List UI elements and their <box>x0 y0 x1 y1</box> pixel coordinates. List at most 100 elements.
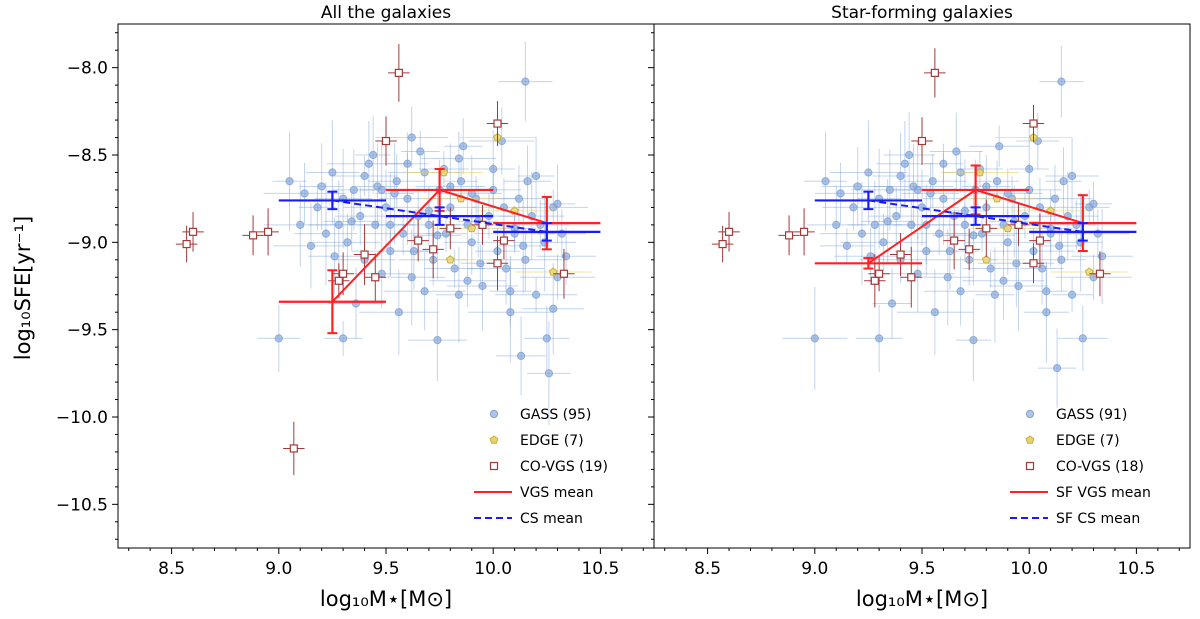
covgs-point <box>1029 259 1038 268</box>
gass-point <box>960 206 969 215</box>
x-tick-label: 9.5 <box>372 559 399 579</box>
gass-point <box>450 264 459 273</box>
gass-point <box>836 189 845 198</box>
gass-point <box>456 177 466 186</box>
gass-point <box>463 276 472 285</box>
gass-point <box>900 159 909 168</box>
gass-point <box>1052 363 1062 373</box>
legend-covgs-marker <box>489 461 499 471</box>
x-tick-label: 9.0 <box>265 559 292 579</box>
covgs-point <box>907 273 916 282</box>
panel-right-title: Star-forming galaxies <box>831 3 1013 23</box>
gass-point <box>883 217 892 226</box>
gass-point <box>347 217 356 226</box>
legend-edge-marker <box>489 435 499 444</box>
gass-point <box>506 287 515 296</box>
gass-point <box>407 133 416 142</box>
gass-point <box>516 351 526 360</box>
gass-point <box>1059 177 1068 186</box>
covgs-point <box>381 136 391 146</box>
gass-point <box>306 241 316 250</box>
gass-point <box>1014 281 1023 291</box>
gass-point <box>371 220 380 229</box>
gass-point <box>917 203 927 212</box>
gass-point <box>939 194 948 203</box>
gass-point <box>875 334 884 343</box>
covgs-point <box>493 119 502 128</box>
covgs-point <box>182 239 191 249</box>
gass-point <box>489 164 498 174</box>
gass-point <box>521 255 530 264</box>
gass-point <box>870 220 879 229</box>
y-tick-label: −9.0 <box>67 233 108 253</box>
legend-gass-marker <box>489 409 499 419</box>
x-axis-label-right: log₁₀M⋆[M⊙] <box>856 587 988 611</box>
gass-point <box>424 220 433 229</box>
gass-point <box>969 336 978 345</box>
gass-point <box>1089 199 1098 209</box>
gass-point <box>1025 164 1034 174</box>
x-tick-label: 10.0 <box>1010 559 1048 579</box>
x-axis-label-left: log₁₀M⋆[M⊙] <box>320 587 452 611</box>
gass-point <box>943 273 952 282</box>
y-tick-label: −10.0 <box>56 408 108 428</box>
x-tick-label: 8.5 <box>158 559 185 579</box>
gass-point <box>349 185 358 195</box>
gass-point <box>907 220 916 229</box>
gass-point <box>549 304 558 313</box>
covgs-point <box>965 245 974 254</box>
gass-point <box>857 229 867 238</box>
legend-label: SF CS mean <box>1056 511 1140 527</box>
gass-point <box>403 194 412 203</box>
gass-point <box>317 182 326 191</box>
legend-label: CO-VGS (19) <box>520 459 608 475</box>
panel-right-plot: 8.5 9.0 9.5 10.0 10.5 GASS (91) EDGE (7) CO-VGS… <box>648 32 1180 579</box>
edge-point <box>975 167 985 177</box>
cs-mean-line <box>868 199 1083 233</box>
covgs-point <box>414 236 423 245</box>
covgs-point <box>360 250 369 259</box>
gass-point <box>542 334 551 343</box>
legend-label: CO-VGS (18) <box>1056 459 1144 475</box>
panel-left-plot: 8.5 9.0 9.5 10.0 10.5 −8.0 −8.5 −9.0 −9.5 −10.0 −1… <box>56 32 644 579</box>
gass-point <box>506 308 515 317</box>
gass-point <box>956 287 965 296</box>
gass-point <box>885 185 894 195</box>
gass-point <box>842 241 852 250</box>
gass-point <box>343 238 352 247</box>
legend-label: SF VGS mean <box>1056 485 1151 501</box>
gass-point <box>905 150 914 160</box>
edge-point <box>1003 223 1013 233</box>
gass-point <box>986 264 995 273</box>
covgs-point <box>334 276 343 285</box>
gass-point <box>392 177 401 186</box>
y-tick-label: −8.5 <box>67 146 108 166</box>
legend-label: EDGE (7) <box>520 433 584 449</box>
gass-point <box>531 290 541 299</box>
gass-point <box>1055 241 1064 250</box>
legend-label: CS mean <box>520 511 583 527</box>
gass-point <box>531 171 541 181</box>
gass-point <box>386 246 395 256</box>
gass-point <box>892 212 901 221</box>
gass-point <box>300 189 309 198</box>
covgs-point <box>718 239 727 249</box>
gass-point <box>990 290 999 299</box>
gass-point <box>909 182 918 191</box>
covgs-point <box>263 227 273 236</box>
gass-point <box>409 246 418 256</box>
gass-point <box>864 168 873 177</box>
gass-point <box>1067 171 1077 181</box>
covgs-point <box>1095 269 1105 278</box>
gass-point <box>424 206 433 215</box>
gass-point <box>1012 259 1021 268</box>
covgs-point <box>1035 236 1045 245</box>
gass-point <box>416 147 425 156</box>
gass-point <box>356 212 365 221</box>
covgs-point <box>896 250 905 259</box>
x-tick-label: 9.5 <box>908 559 935 579</box>
gass-point <box>1003 238 1012 247</box>
covgs-point <box>289 444 298 453</box>
y-tick-label: −8.0 <box>67 59 108 79</box>
